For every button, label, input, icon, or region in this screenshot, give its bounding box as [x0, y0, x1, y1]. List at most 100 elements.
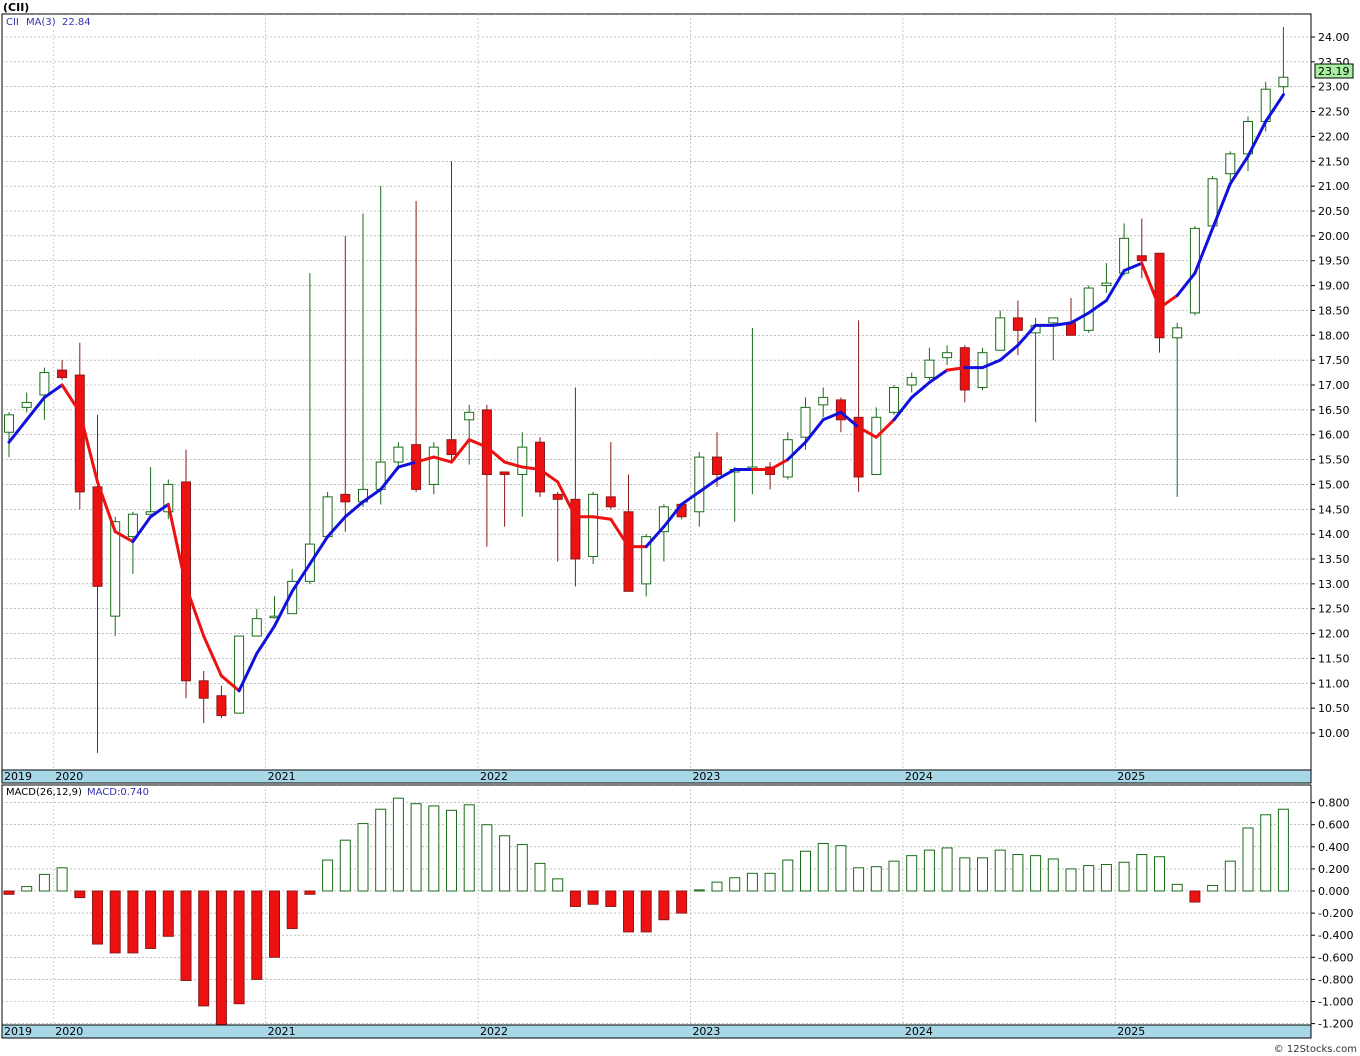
candle-up [464, 404, 475, 465]
macd-legend-value: MACD:0.740 [87, 787, 149, 798]
price-tick-label: 24.00 [1318, 31, 1350, 44]
ma-segment [219, 674, 241, 693]
macd-bar-positive [481, 824, 493, 892]
ma-segment [60, 383, 82, 414]
macd-bar-negative [623, 890, 634, 933]
price-tick-label: 22.50 [1318, 106, 1350, 119]
candle-down [570, 387, 581, 587]
candle-down [92, 414, 103, 753]
candle-body [906, 377, 917, 386]
macd-panel: 0.800 0.600 0.400 0.200 0.000 -0.200 -0.400 -0.… [1, 784, 1353, 1031]
ma-segment [874, 418, 896, 439]
candle-up [21, 392, 32, 413]
candle-body [393, 446, 404, 463]
ma-line [7, 93, 1285, 693]
macd-bar-negative [569, 890, 581, 907]
candle-up [871, 407, 882, 475]
price-panel: 10.00 10.50 11.00 11.50 12.00 12.50 13.00 13.50… [1, 13, 1354, 771]
ma-segment [662, 502, 684, 529]
candle-down [835, 397, 846, 433]
candle-body [446, 439, 457, 456]
year-label: 2024 [905, 1025, 933, 1038]
candle-body [835, 399, 846, 421]
candle-up [1172, 322, 1183, 497]
ma-legend-label: MA(3) [26, 17, 56, 28]
macd-bar-negative [109, 890, 121, 954]
candle-body [340, 493, 351, 503]
price-tick-label: 18.50 [1318, 304, 1350, 317]
ma-segment [1016, 323, 1038, 347]
price-y-axis: 10.00 10.50 11.00 11.50 12.00 12.50 13.00 13.50… [1311, 31, 1350, 740]
ma-segment [1140, 261, 1161, 310]
candle-body [552, 493, 563, 500]
macd-bar-negative [269, 890, 280, 958]
candle-down [216, 685, 227, 719]
macd-bar-negative [198, 890, 210, 1007]
candle-down [446, 161, 457, 460]
price-tick-label: 15.50 [1318, 454, 1350, 467]
candle-up [39, 367, 50, 420]
ma-segment [78, 410, 99, 484]
price-tick-label: 20.50 [1318, 205, 1350, 218]
macd-bar-positive [1118, 861, 1130, 892]
candle-down [499, 471, 510, 527]
price-tick-label: 19.00 [1318, 280, 1350, 293]
macd-bar-negative [3, 890, 15, 895]
candle-up [924, 347, 935, 381]
macd-bar-positive [977, 857, 988, 892]
ma-segment [609, 517, 630, 549]
year-label: 2022 [480, 1025, 508, 1038]
macd-bar-negative [658, 890, 670, 921]
price-tick-label: 16.50 [1318, 404, 1350, 417]
ma-segment [1122, 261, 1144, 273]
ma-segment [892, 395, 914, 422]
year-label: 2023 [692, 770, 720, 783]
candle-body [535, 441, 545, 493]
candle-up [889, 385, 899, 415]
ma-segment [1104, 269, 1126, 302]
macd-bar-negative [1189, 890, 1201, 903]
candle-down [198, 670, 209, 724]
ma-segment [927, 368, 949, 385]
macd-bar-positive [1083, 865, 1095, 892]
ma-segment [149, 502, 170, 519]
macd-tick-label: -0.600 [1318, 951, 1353, 964]
macd-bar-positive [853, 867, 865, 892]
macd-bar-positive [428, 805, 440, 892]
ma-segment [503, 460, 524, 469]
candle-up [1225, 151, 1236, 182]
ma-segment [1087, 298, 1108, 315]
year-label: 2024 [905, 770, 933, 783]
candle-body [74, 374, 85, 493]
macd-bar-positive [817, 842, 829, 892]
macd-bar-negative [304, 890, 316, 895]
macd-bar-positive [21, 886, 33, 892]
price-year-axis-band [1, 769, 1312, 784]
candle-up [322, 491, 333, 538]
price-legend: CII MA(3) 22.84 [4, 16, 144, 28]
candle-down [411, 201, 422, 492]
macd-bar-positive [322, 859, 334, 892]
candle-body [481, 409, 492, 475]
macd-bar-positive [1207, 884, 1219, 892]
chart-title: (CII) [3, 1, 29, 14]
ma-segment [202, 634, 223, 678]
candle-body [517, 446, 528, 475]
candle-body [694, 456, 705, 513]
price-tick-label: 16.00 [1318, 429, 1350, 442]
ma-segment [556, 480, 577, 519]
candle-down [1136, 218, 1147, 279]
ma-segment [414, 455, 436, 464]
ma-segment [7, 418, 29, 444]
macd-bar-positive [693, 889, 705, 892]
candle-down [481, 404, 492, 547]
candle-up [517, 432, 528, 517]
candle-body [800, 406, 811, 438]
ma-segment [343, 500, 365, 519]
candle-up [1278, 27, 1289, 95]
year-label: 2022 [480, 770, 508, 783]
candle-body [818, 396, 829, 406]
candle-down [853, 320, 864, 492]
ma-segment [804, 418, 825, 444]
candle-up [818, 387, 829, 418]
